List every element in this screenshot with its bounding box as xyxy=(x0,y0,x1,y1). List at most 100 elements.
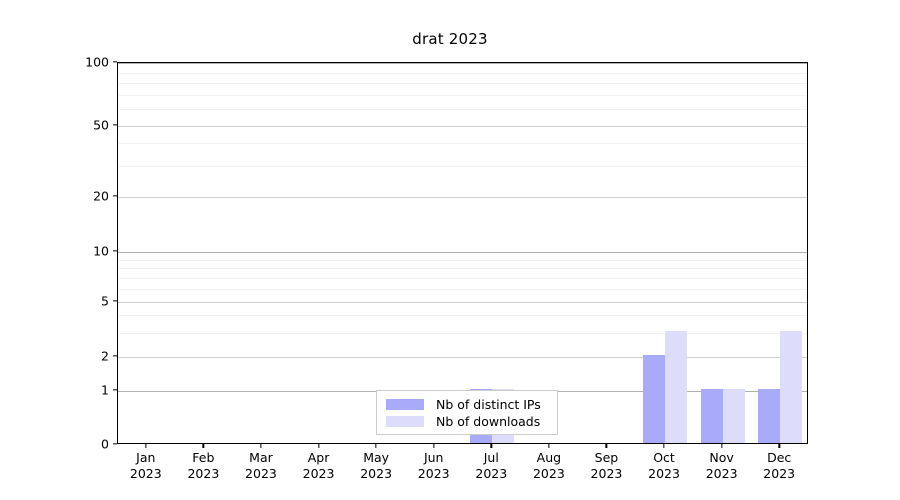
y-axis-tick-mark xyxy=(113,61,117,63)
x-axis-tick-label-year: 2023 xyxy=(129,465,162,481)
x-axis-tick-mark xyxy=(605,444,608,448)
x-axis-tick-label: May 2023 xyxy=(336,450,416,481)
x-axis-tick-label-month: Nov xyxy=(709,450,734,465)
x-axis-tick-labels: Jan 2023 Feb 2023 Mar 2023 Apr 2023 May 2023 Jun 20… xyxy=(0,450,900,494)
y-axis-tick-mark xyxy=(113,389,117,391)
gridline xyxy=(118,143,807,145)
x-axis-tick-label: Nov 2023 xyxy=(682,450,762,481)
legend-swatch-distinct-ips xyxy=(386,399,424,410)
y-axis-tick-mark xyxy=(113,250,117,252)
gridline xyxy=(118,95,807,97)
gridline xyxy=(118,63,807,64)
x-axis-tick-label: Feb 2023 xyxy=(163,450,243,481)
x-axis-tick-label: Jan 2023 xyxy=(106,450,186,481)
y-axis-tick-mark xyxy=(113,300,117,302)
legend-swatch-downloads xyxy=(386,416,424,427)
x-axis-tick-label-year: 2023 xyxy=(705,465,738,481)
y-axis-tick-labels: 100 50 20 10 5 2 1 0 xyxy=(60,0,109,500)
x-axis-tick-label-year: 2023 xyxy=(763,465,796,481)
y-axis-tick-label: 0 xyxy=(101,436,109,452)
x-axis-tick-label-year: 2023 xyxy=(360,465,393,481)
gridline xyxy=(118,72,807,74)
y-axis-tick-label: 100 xyxy=(85,54,109,70)
x-axis-tick-label-month: Jun xyxy=(423,450,444,465)
x-axis-tick-mark xyxy=(260,444,262,448)
x-axis-tick-label: Apr 2023 xyxy=(279,450,359,481)
y-axis-tick-label: 10 xyxy=(93,243,109,259)
gridline xyxy=(118,165,807,167)
x-axis-tick-label: Jun 2023 xyxy=(394,450,474,481)
gridline xyxy=(118,357,807,358)
x-axis-tick-label-month: Aug xyxy=(536,450,562,465)
x-axis-tick-mark xyxy=(720,444,723,448)
y-axis-tick-label: 1 xyxy=(101,382,109,398)
x-axis-tick-label-year: 2023 xyxy=(475,465,508,481)
x-axis-tick-label-month: Feb xyxy=(192,450,215,465)
x-axis-tick-mark xyxy=(548,444,550,448)
gridline xyxy=(118,332,807,334)
x-axis-tick-label-year: 2023 xyxy=(648,465,680,481)
legend-item-downloads[interactable]: Nb of downloads xyxy=(386,413,549,430)
y-axis-tick-mark xyxy=(113,443,117,445)
plot-area xyxy=(117,62,808,444)
x-axis-tick-mark xyxy=(317,444,320,448)
bar[interactable] xyxy=(643,355,666,443)
x-axis-tick-label-year: 2023 xyxy=(187,465,220,481)
bar[interactable] xyxy=(758,389,781,443)
x-axis-tick-label-year: 2023 xyxy=(417,465,450,481)
x-axis-tick-mark xyxy=(202,444,205,448)
gridline xyxy=(118,268,807,270)
x-axis-tick-label-month: Oct xyxy=(653,450,675,465)
y-axis-tick-label: 2 xyxy=(101,348,109,364)
gridline xyxy=(118,288,807,290)
bar[interactable] xyxy=(722,389,745,443)
y-axis-tick-mark xyxy=(113,195,117,197)
x-axis-tick-label: Aug 2023 xyxy=(509,450,589,481)
x-axis-tick-mark xyxy=(145,444,147,448)
legend-label-distinct-ips: Nb of distinct IPs xyxy=(436,397,541,412)
x-axis-tick-mark xyxy=(433,444,435,448)
gridline xyxy=(118,109,807,111)
y-axis-tick-label: 50 xyxy=(93,117,109,133)
x-axis-tick-mark xyxy=(375,444,377,448)
x-axis-tick-label-month: May xyxy=(363,450,390,465)
x-axis-tick-label-month: Jan xyxy=(136,450,156,465)
x-axis-tick-label-month: Mar xyxy=(249,450,273,465)
x-axis-tick-label-year: 2023 xyxy=(245,465,277,481)
gridline xyxy=(118,197,807,198)
y-axis-tick-marks xyxy=(113,0,117,500)
legend-item-distinct-ips[interactable]: Nb of distinct IPs xyxy=(386,396,549,413)
x-axis-tick-label: Oct 2023 xyxy=(624,450,704,481)
gridline xyxy=(118,277,807,279)
gridline xyxy=(118,259,807,261)
gridline xyxy=(118,252,807,253)
x-axis-tick-label: Jul 2023 xyxy=(451,450,531,481)
x-axis-tick-label: Sep 2023 xyxy=(566,450,646,481)
bar[interactable] xyxy=(665,330,688,443)
x-axis-tick-mark xyxy=(778,444,780,448)
gridline xyxy=(118,302,807,303)
x-axis-tick-mark xyxy=(490,444,492,448)
x-axis-tick-label-month: Sep xyxy=(594,450,619,465)
bar[interactable] xyxy=(780,330,803,443)
y-axis-tick-mark xyxy=(113,355,117,357)
y-axis-tick-mark xyxy=(113,124,117,126)
x-axis-tick-label-year: 2023 xyxy=(590,465,623,481)
x-axis-tick-label: Dec 2023 xyxy=(739,450,819,481)
x-axis-tick-label-month: Jul xyxy=(483,450,499,465)
chart-title: drat 2023 xyxy=(412,30,488,48)
x-axis-tick-label: Mar 2023 xyxy=(221,450,301,481)
x-axis-tick-marks xyxy=(0,444,900,449)
x-axis-tick-label-year: 2023 xyxy=(532,465,565,481)
x-axis-tick-label-month: Dec xyxy=(767,450,792,465)
chart-legend: Nb of distinct IPs Nb of downloads xyxy=(376,390,558,435)
x-axis-tick-label-year: 2023 xyxy=(302,465,335,481)
gridline xyxy=(118,83,807,85)
legend-label-downloads: Nb of downloads xyxy=(436,414,541,429)
gridline xyxy=(118,126,807,127)
x-axis-tick-mark xyxy=(663,444,665,448)
y-axis-tick-label: 5 xyxy=(101,293,109,309)
bar[interactable] xyxy=(700,389,723,443)
bars-container xyxy=(118,63,807,443)
